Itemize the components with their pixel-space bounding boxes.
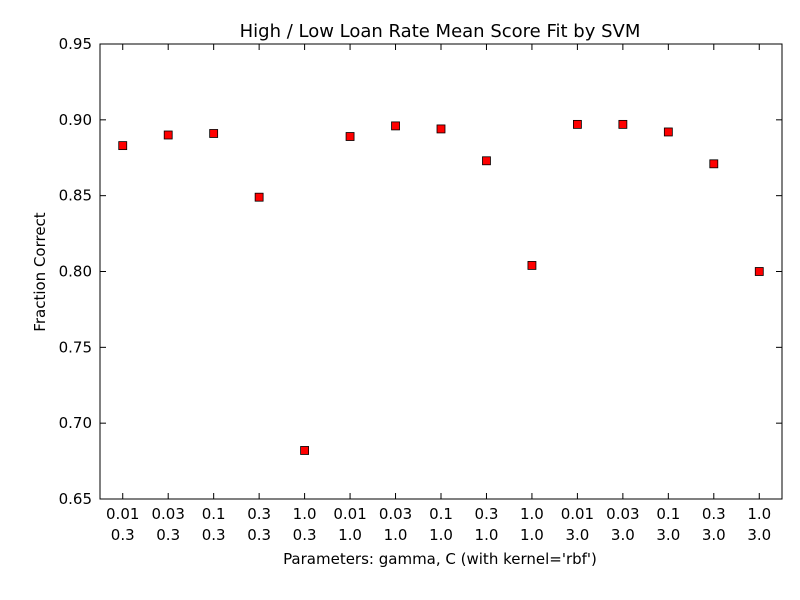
data-point (436, 124, 446, 134)
data-point (573, 119, 582, 129)
x-tick-label-c: 0.3 (202, 526, 226, 544)
x-tick-label-gamma: 0.3 (475, 505, 499, 523)
chart-title: High / Low Loan Rate Mean Score Fit by S… (240, 21, 641, 42)
y-tick-label: 0.65 (59, 490, 92, 508)
x-tick-label-gamma: 0.03 (379, 505, 412, 523)
x-tick-label-gamma: 0.1 (429, 505, 453, 523)
plot-area: 0.65 0.70 0.75 0.80 0.85 0.90 0.95 0.01 0.3 0.03 0… (59, 35, 783, 544)
data-point (209, 129, 219, 138)
data-point (482, 156, 491, 166)
y-tick-label: 0.85 (59, 187, 92, 205)
data-point (300, 446, 310, 455)
x-tick-label-c: 3.0 (702, 526, 726, 544)
x-tick-label-c: 0.3 (156, 526, 180, 544)
x-tick-label-gamma: 0.03 (151, 505, 184, 523)
x-tick-label-c: 0.3 (293, 526, 317, 544)
y-axis-label: Fraction Correct (31, 212, 49, 332)
x-tick-label-gamma: 0.01 (333, 505, 366, 523)
x-tick-label-c: 1.0 (475, 526, 499, 544)
data-point (118, 141, 128, 151)
x-tick-label-c: 3.0 (747, 526, 771, 544)
y-tick-label: 0.90 (59, 111, 92, 129)
x-tick-label-gamma: 1.0 (293, 505, 317, 523)
x-tick-label-gamma: 0.3 (247, 505, 271, 523)
y-tick-label: 0.75 (59, 338, 92, 356)
x-tick-label-c: 1.0 (384, 526, 408, 544)
x-tick-label-gamma: 0.1 (202, 505, 226, 523)
plot-frame (99, 43, 783, 500)
x-tick-label-c: 1.0 (429, 526, 453, 544)
y-tick-label: 0.80 (59, 263, 92, 281)
x-tick-label-gamma: 0.01 (561, 505, 594, 523)
y-tick-label: 0.95 (59, 35, 92, 53)
x-tick-label-gamma: 0.03 (606, 505, 639, 523)
y-tick-label: 0.70 (59, 414, 92, 432)
data-point (663, 127, 673, 137)
x-tick-label-gamma: 0.01 (106, 505, 139, 523)
data-point (345, 132, 355, 141)
data-point (618, 119, 628, 129)
data-point (163, 130, 173, 140)
x-tick-label-c: 0.3 (247, 526, 271, 544)
x-tick-label-c: 3.0 (611, 526, 635, 544)
x-tick-label-gamma: 1.0 (520, 505, 544, 523)
x-tick-label-c: 3.0 (565, 526, 589, 544)
x-axis-label: Parameters: gamma, C (with kernel='rbf') (283, 550, 597, 568)
data-point (527, 261, 537, 270)
x-tick-label-c: 1.0 (338, 526, 362, 544)
x-tick-label-c: 1.0 (520, 526, 544, 544)
data-point (709, 159, 719, 169)
data-point (754, 267, 764, 276)
data-point (391, 121, 400, 131)
x-tick-label-gamma: 0.3 (702, 505, 726, 523)
x-tick-label-gamma: 0.1 (656, 505, 680, 523)
x-tick-label-c: 0.3 (111, 526, 135, 544)
data-point (254, 192, 264, 202)
x-tick-label-gamma: 1.0 (747, 505, 771, 523)
x-tick-label-c: 3.0 (656, 526, 680, 544)
